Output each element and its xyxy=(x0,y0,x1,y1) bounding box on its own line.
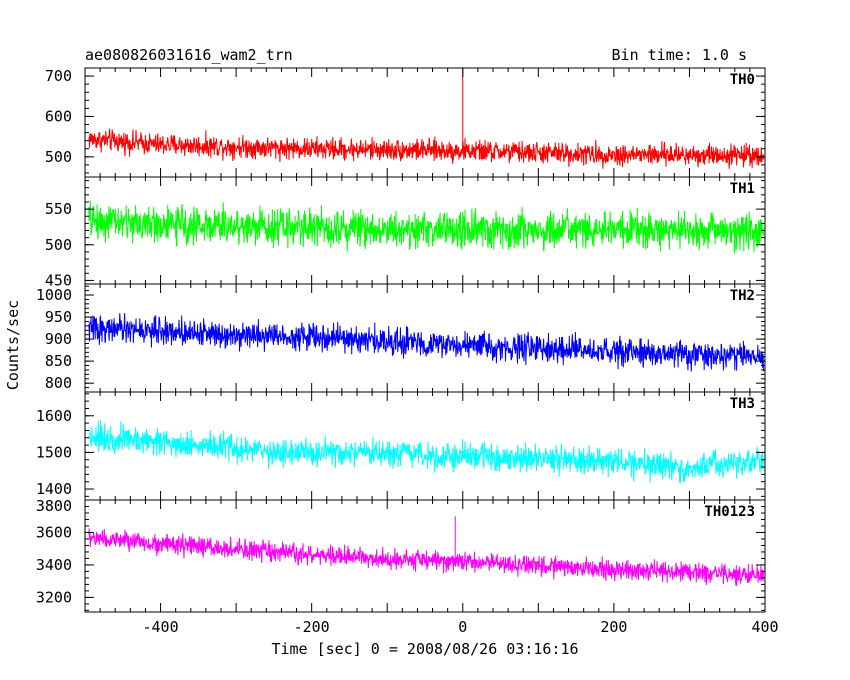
series-th2 xyxy=(88,312,764,372)
y-axis-title: Counts/sec xyxy=(4,300,22,390)
bin-time-label: Bin time: 1.0 s xyxy=(612,46,747,64)
y-tick-label: 950 xyxy=(45,308,72,326)
panel-label-th2: TH2 xyxy=(730,288,755,304)
y-tick-label: 3200 xyxy=(36,588,72,606)
series-th3 xyxy=(88,420,764,484)
x-tick-label: 400 xyxy=(751,618,778,636)
series-th0 xyxy=(88,68,764,169)
y-tick-label: 3400 xyxy=(36,556,72,574)
y-tick-label: 3800 xyxy=(36,497,72,515)
y-tick-label: 1600 xyxy=(36,407,72,425)
y-tick-label: 1500 xyxy=(36,443,72,461)
x-axis-title: Time [sec] 0 = 2008/08/26 03:16:16 xyxy=(271,640,578,658)
y-tick-label: 500 xyxy=(45,236,72,254)
x-axis: -400 -200 0 200 400 xyxy=(142,618,778,636)
series-th0123 xyxy=(88,516,764,586)
y-tick-label: 600 xyxy=(45,107,72,125)
panels-group: 500 600 700 TH0 450 500 550 TH1 800 850 900 950 1000… xyxy=(36,67,766,613)
x-tick-label: -200 xyxy=(294,618,330,636)
x-tick-label: 0 xyxy=(458,618,467,636)
y-tick-label: 550 xyxy=(45,200,72,218)
x-tick-label: 200 xyxy=(600,618,627,636)
y-tick-label: 800 xyxy=(45,374,72,392)
panel-label-th0: TH0 xyxy=(730,72,755,88)
x-tick-label: -400 xyxy=(142,618,178,636)
panel-frame-th0 xyxy=(84,67,766,178)
y-tick-label: 850 xyxy=(45,352,72,370)
panel-frame-th0123 xyxy=(84,499,766,613)
panel-label-th1: TH1 xyxy=(730,181,755,197)
panel-label-th0123: TH0123 xyxy=(704,504,755,520)
y-tick-label: 1000 xyxy=(36,286,72,304)
y-tick-label: 500 xyxy=(45,148,72,166)
y-tick-label: 450 xyxy=(45,271,72,289)
y-tick-label: 1400 xyxy=(36,480,72,498)
y-tick-label: 3600 xyxy=(36,523,72,541)
series-th1 xyxy=(88,200,764,254)
y-tick-label: 700 xyxy=(45,67,72,85)
y-tick-label: 900 xyxy=(45,330,72,348)
panel-label-th3: TH3 xyxy=(730,396,755,412)
chart-title: ae080826031616_wam2_trn xyxy=(85,46,293,64)
